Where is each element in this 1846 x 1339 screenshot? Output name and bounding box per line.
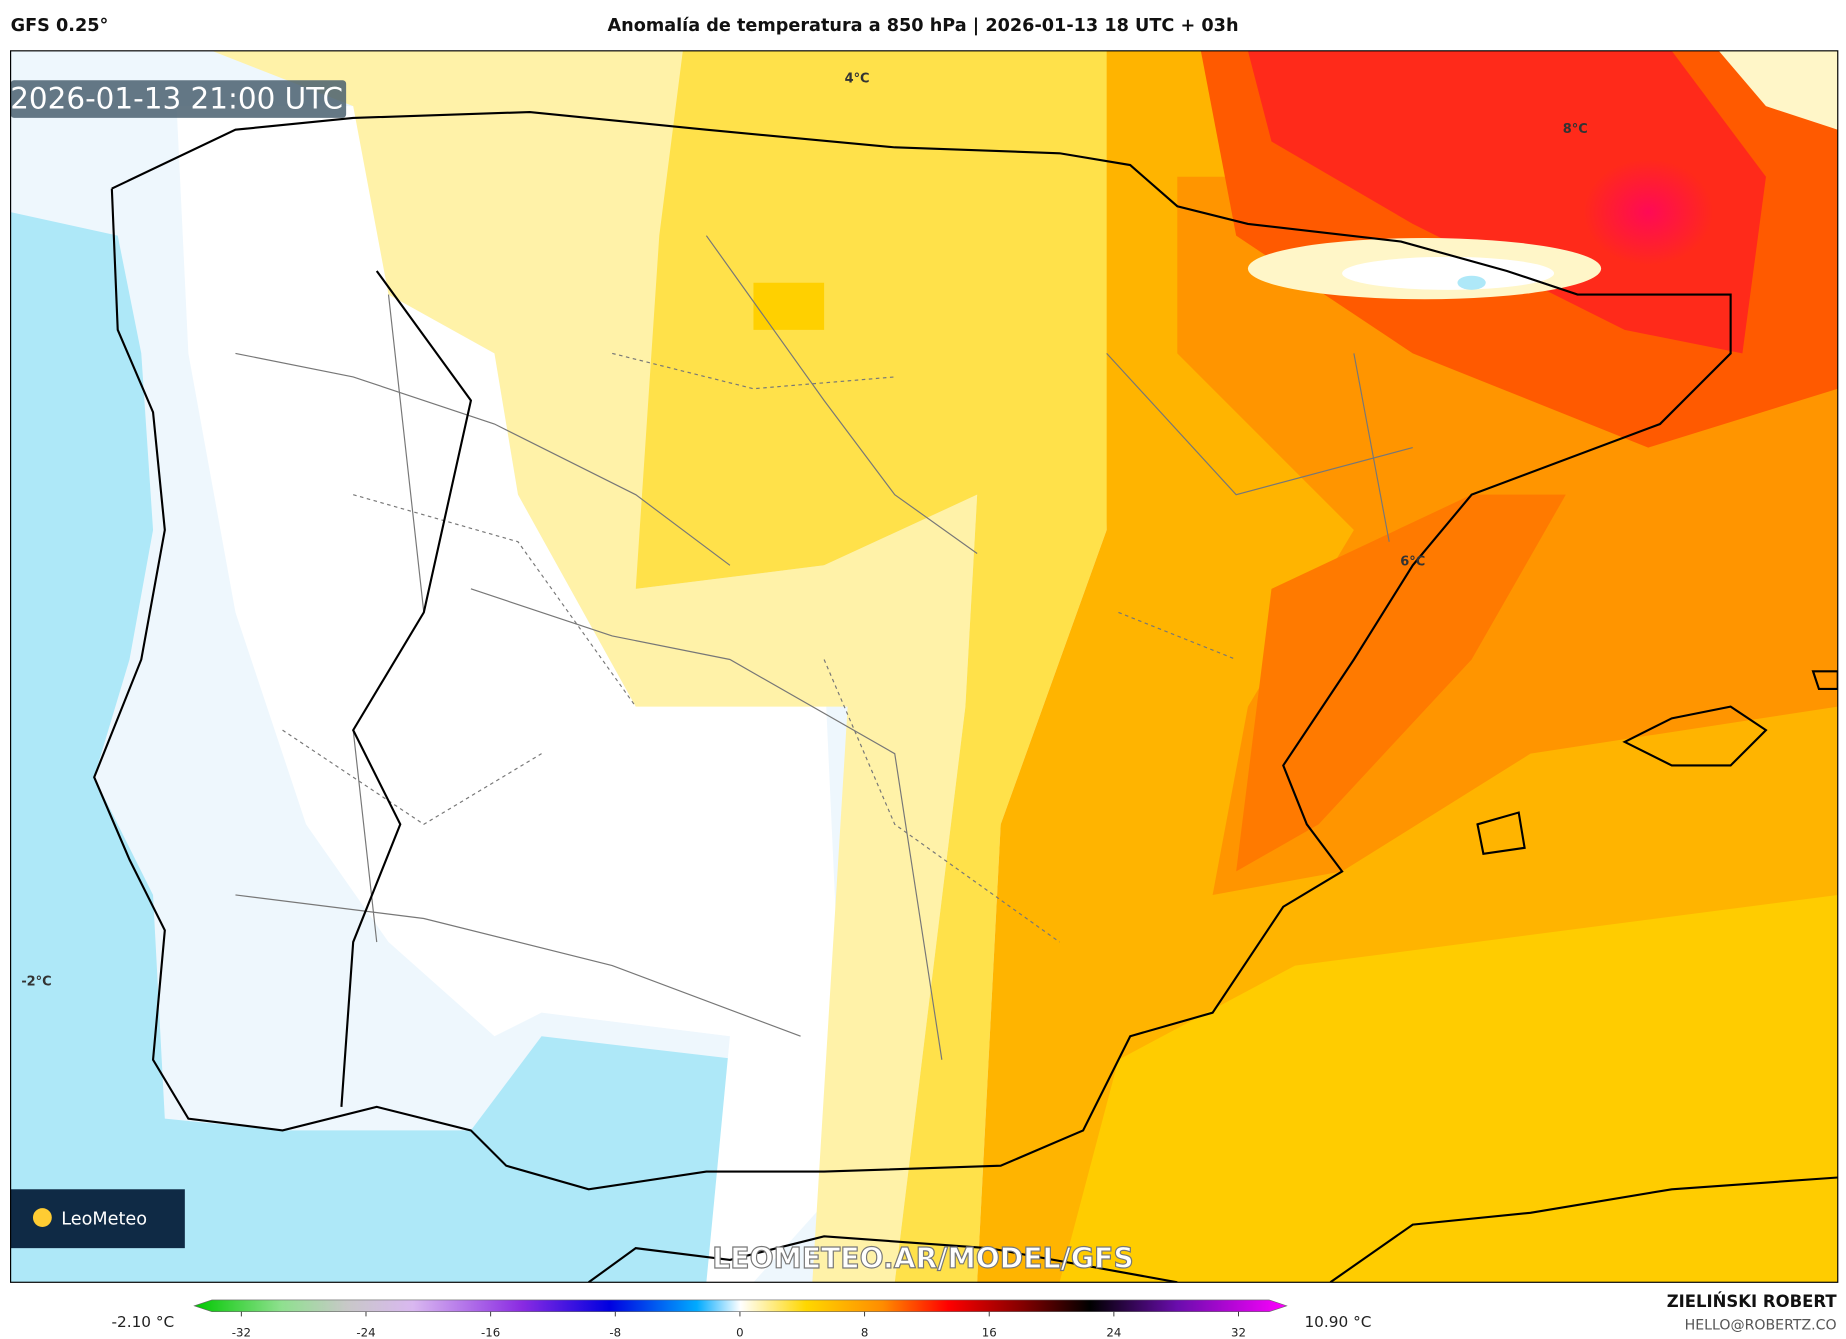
colorbar-tick-label: 24 (1106, 1325, 1121, 1339)
field-warm-2 (635, 50, 1154, 1283)
field-pyrenees-cold (1457, 275, 1486, 290)
field-neutral (176, 106, 848, 1283)
model-name: GFS 0.25° (11, 16, 109, 36)
colorbar-tick-label: -32 (232, 1325, 251, 1339)
colorbar-tick-label: -16 (481, 1325, 500, 1339)
contour-label: 4°C (845, 72, 870, 87)
colorbar-tick-label: 16 (982, 1325, 997, 1339)
contour-label: 6°C (1400, 554, 1425, 569)
contour-label: -2°C (21, 975, 51, 990)
colorbar-tick-label: -24 (356, 1325, 375, 1339)
colorbar-tick-label: -8 (609, 1325, 621, 1339)
watermark: LEOMETEO.AR/MODEL/GFS (712, 1242, 1133, 1275)
colorbar-min: -2.10 °C (111, 1313, 174, 1331)
credit-author: ZIELIŃSKI ROBERT (1667, 1292, 1838, 1311)
colorbar-bar (193, 1299, 1288, 1313)
map-title: Anomalía de temperatura a 850 hPa | 2026… (608, 16, 1239, 36)
contour-label: 8°C (1563, 122, 1588, 137)
field-warm-1 (211, 50, 978, 1283)
colorbar-tick-label: 0 (736, 1325, 744, 1339)
africa-coast (588, 1176, 1838, 1283)
colorbar: -2.10 °C 10.90 °C -32 -24 -16 -8 0 8 16 24 32 (111, 1299, 1371, 1339)
region-borders (282, 352, 1237, 943)
timestamp: 2026-01-13 21:00 UTC (10, 82, 343, 116)
map-frame (10, 50, 1839, 1283)
colorbar-tick-label: 8 (861, 1325, 869, 1339)
field-warm-2b (753, 282, 825, 330)
credit-email: HELLO@ROBERTZ.CO (1685, 1317, 1837, 1333)
logo-text: LeoMeteo (61, 1210, 147, 1230)
logo-sun (32, 1208, 52, 1227)
field-pyrenees-core (1342, 256, 1555, 290)
colorbar-tick-label: 32 (1231, 1325, 1246, 1339)
field-warm-10 (1059, 894, 1838, 1283)
timestamp-box (10, 80, 347, 118)
field-warm-9 (1718, 50, 1838, 130)
portugal-border (340, 270, 473, 1107)
colorbar-max: 10.90 °C (1304, 1313, 1371, 1331)
field-warm-8 (1583, 159, 1713, 266)
map-fields: 4°C 8°C 6°C -2°C 2026-01-13 21:00 UTC Le… (10, 50, 1838, 1283)
field-warm-7 (1247, 50, 1766, 354)
field-warm-5 (1236, 494, 1566, 872)
balearic-islands (1476, 670, 1838, 855)
coastline (93, 110, 1732, 1191)
